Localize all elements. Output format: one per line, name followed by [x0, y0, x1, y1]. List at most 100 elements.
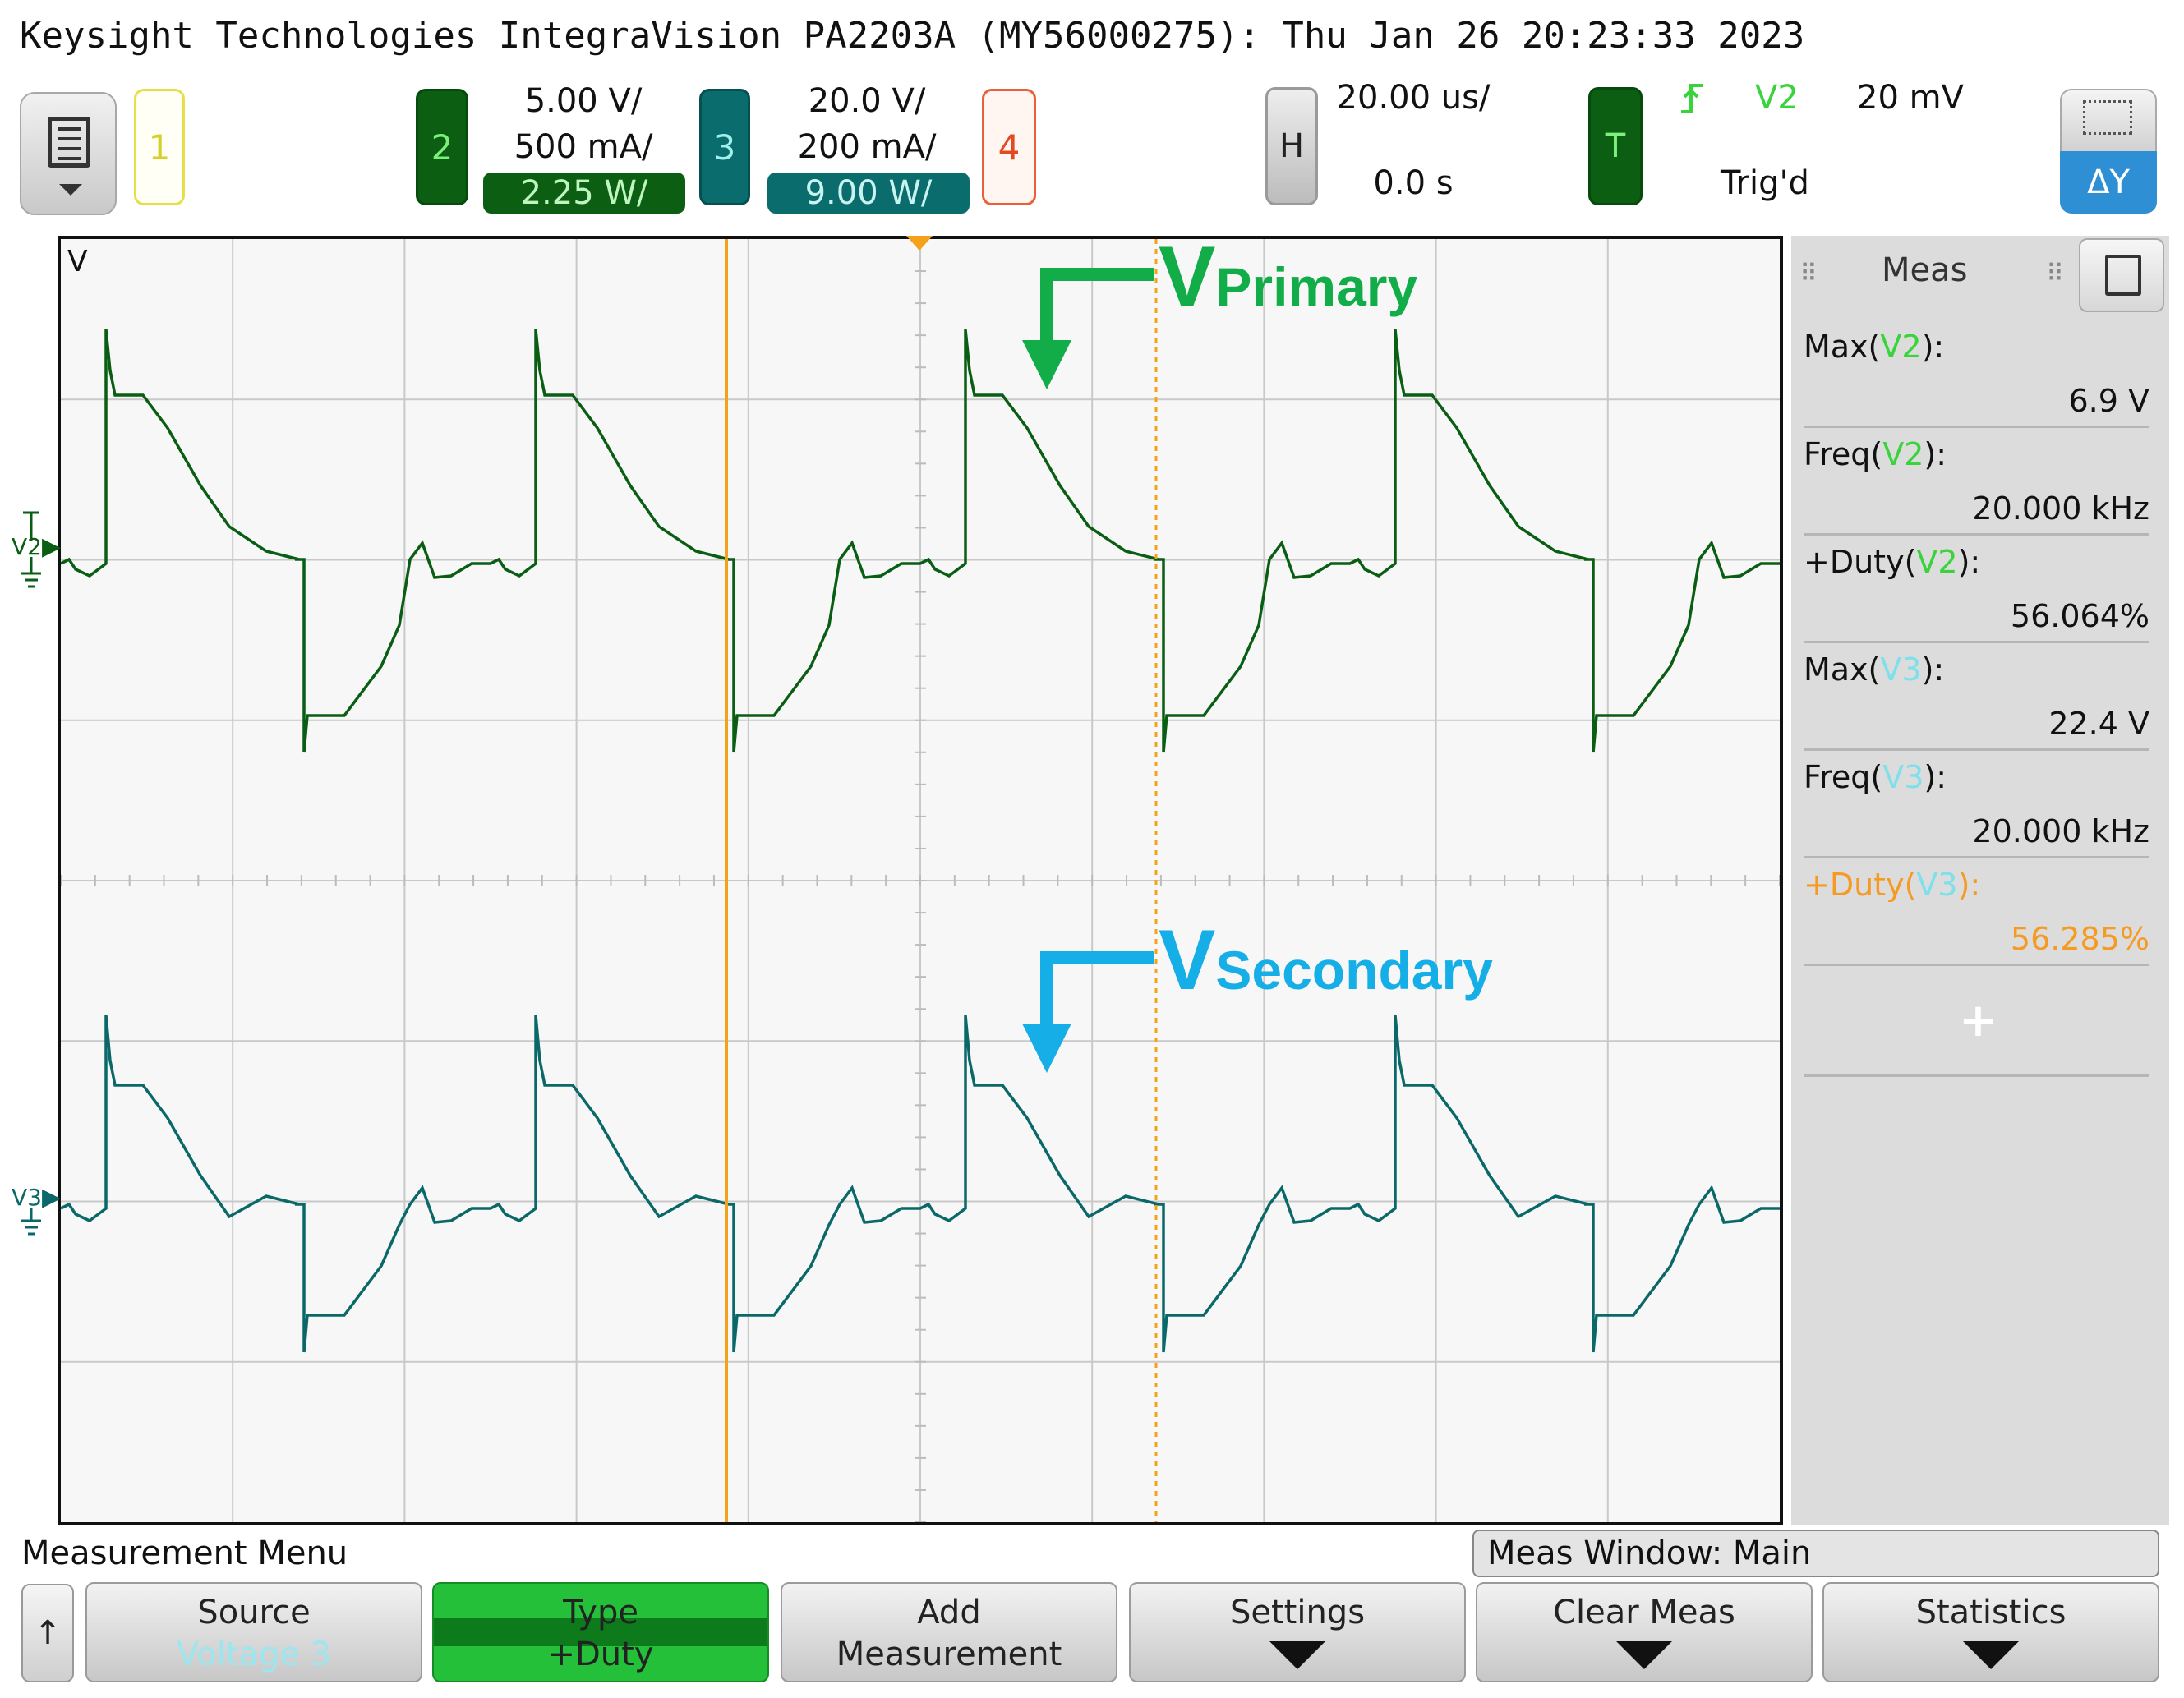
main-menu-button[interactable]	[20, 92, 117, 215]
secondary-arrow-icon	[1022, 941, 1162, 1084]
y-axis-unit-label: V	[67, 245, 88, 278]
meas-row-label[interactable]: +Duty(V2):	[1804, 544, 1980, 580]
ch3-ground-label: V3	[12, 1184, 42, 1211]
meas-function: +Duty(	[1804, 544, 1917, 580]
ch3-amp-scale[interactable]: 200 mA/	[797, 128, 937, 166]
cursors-icon: ΔΥ	[2087, 163, 2130, 201]
meas-row-value: 20.000 kHz	[1972, 490, 2149, 527]
meas-separator	[1804, 1074, 2149, 1077]
primary-arrow-icon	[1022, 258, 1162, 401]
meas-suffix: ):	[1957, 867, 1981, 903]
secondary-annotation-main: V	[1159, 913, 1216, 1008]
channel-4-button[interactable]: 4	[982, 89, 1036, 205]
softkey-statistics-label: Statistics	[1915, 1594, 2067, 1631]
ch3-ground-icon	[16, 1191, 46, 1240]
meas-separator	[1804, 856, 2149, 858]
horizontal-delay-value[interactable]: 0.0 s	[1373, 164, 1454, 202]
primary-annotation: VPrimary	[1159, 228, 1417, 326]
secondary-annotation: VSecondary	[1159, 912, 1493, 1010]
meas-separator	[1804, 426, 2149, 428]
list-icon	[2105, 255, 2141, 296]
softkey-statistics[interactable]: Statistics	[1822, 1582, 2159, 1682]
menu-list-icon	[48, 117, 90, 168]
meas-source: V3	[1882, 759, 1924, 795]
ch3-power-scale[interactable]: 9.00 W/	[767, 173, 970, 214]
up-arrow-icon: ↑	[34, 1614, 62, 1652]
ch2-amp-scale[interactable]: 500 mA/	[514, 128, 653, 166]
meas-row-label[interactable]: Max(V2):	[1804, 329, 1944, 365]
meas-row-label[interactable]: Freq(V2):	[1804, 436, 1947, 472]
softkey-source[interactable]: Source Voltage 3	[85, 1582, 422, 1682]
meas-separator	[1804, 748, 2149, 751]
meas-row-label[interactable]: Max(V3):	[1804, 651, 1944, 688]
add-measurement-plus-icon[interactable]: +	[1959, 994, 1997, 1047]
drag-handle-right-icon[interactable]: ⠿	[2046, 260, 2064, 288]
submenu-arrow-icon	[1616, 1641, 1672, 1669]
meas-function: Max(	[1804, 329, 1881, 365]
primary-annotation-sub: Primary	[1215, 256, 1418, 317]
ch3-ground-marker[interactable]: V3▶	[12, 1183, 62, 1212]
meas-source: V3	[1880, 651, 1922, 688]
softkey-clear-meas[interactable]: Clear Meas	[1476, 1582, 1813, 1682]
meas-function: +Duty(	[1804, 867, 1917, 903]
meas-separator	[1804, 641, 2149, 643]
up-arrow-button[interactable]: ↑	[21, 1584, 74, 1682]
softkey-add-sublabel: Measurement	[836, 1636, 1062, 1673]
channel-1-button[interactable]: 1	[134, 89, 185, 205]
primary-annotation-main: V	[1159, 229, 1216, 324]
meas-row-label[interactable]: Freq(V3):	[1804, 759, 1947, 795]
trigger-level-marker-icon	[16, 508, 46, 590]
ch2-volt-scale[interactable]: 5.00 V/	[524, 82, 643, 120]
v2-waveform	[61, 329, 1780, 753]
meas-row-value: 56.064%	[2010, 598, 2149, 634]
ch2-power-scale[interactable]: 2.25 W/	[483, 173, 685, 214]
ch2-ground-marker[interactable]: V2▶	[12, 532, 62, 561]
softkey-source-label: Source	[197, 1594, 311, 1631]
trigger-position-marker[interactable]	[906, 236, 933, 251]
softkey-add-label: Add	[917, 1594, 981, 1631]
trigger-button[interactable]: T	[1588, 87, 1643, 205]
timebase-value[interactable]: 20.00 us/	[1336, 79, 1491, 117]
meas-source: V3	[1916, 867, 1958, 903]
meas-row-value: 22.4 V	[2048, 706, 2149, 742]
trigger-edge-icon	[1676, 79, 1709, 122]
channel-3-button[interactable]: 3	[699, 89, 750, 205]
meas-row-value: 56.285%	[2010, 921, 2149, 957]
meas-window-selector[interactable]: Meas Window: Main	[1472, 1530, 2159, 1577]
meas-row-value: 20.000 kHz	[1972, 813, 2149, 849]
ch2-ground-label: V2	[12, 533, 42, 560]
meas-row-label[interactable]: +Duty(V3):	[1804, 867, 1980, 903]
softkey-type-label: Type	[563, 1594, 638, 1631]
meas-suffix: ):	[1957, 544, 1981, 580]
meas-function: Freq(	[1804, 436, 1883, 472]
meas-source: V2	[1916, 544, 1958, 580]
meas-panel-menu-button[interactable]	[2079, 238, 2164, 312]
trigger-level[interactable]: 20 mV	[1857, 79, 1964, 117]
softkey-settings-label: Settings	[1229, 1594, 1366, 1631]
menu-title: Measurement Menu	[21, 1535, 348, 1572]
meas-function: Freq(	[1804, 759, 1883, 795]
meas-suffix: ):	[1924, 436, 1947, 472]
softkey-type[interactable]: Type +Duty	[432, 1582, 769, 1682]
meas-source: V2	[1882, 436, 1924, 472]
meas-suffix: ):	[1921, 651, 1945, 688]
softkey-add-measurement[interactable]: Add Measurement	[781, 1582, 1117, 1682]
trigger-status: Trig'd	[1721, 164, 1809, 202]
zoom-box-button[interactable]	[2060, 89, 2157, 153]
horizontal-button[interactable]: H	[1265, 87, 1318, 205]
trigger-source[interactable]: V2	[1755, 79, 1799, 117]
window-title: Keysight Technologies IntegraVision PA22…	[20, 15, 1805, 57]
meas-row-value: 6.9 V	[2068, 383, 2149, 419]
meas-function: Max(	[1804, 651, 1881, 688]
measurement-panel	[1791, 236, 2169, 1525]
drag-handle-icon[interactable]: ⠿	[1799, 260, 1818, 288]
ch3-volt-scale[interactable]: 20.0 V/	[808, 82, 926, 120]
submenu-arrow-icon	[1269, 1641, 1325, 1669]
meas-suffix: ):	[1924, 759, 1947, 795]
cursors-button[interactable]: ΔΥ	[2060, 151, 2157, 214]
channel-2-button[interactable]: 2	[416, 89, 468, 205]
softkey-settings[interactable]: Settings	[1129, 1582, 1466, 1682]
waveform-display[interactable]	[58, 236, 1783, 1525]
submenu-arrow-icon	[1963, 1641, 2019, 1669]
v3-waveform	[61, 1015, 1780, 1353]
